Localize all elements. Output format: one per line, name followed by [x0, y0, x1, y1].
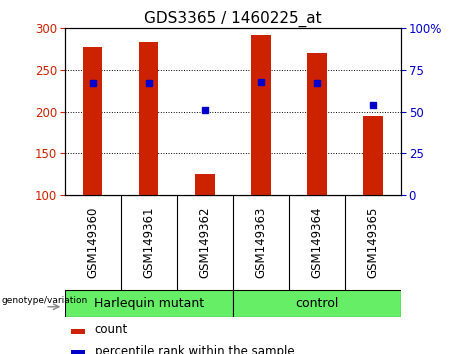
Bar — [363, 116, 383, 195]
Text: percentile rank within the sample: percentile rank within the sample — [95, 345, 295, 354]
Text: GSM149363: GSM149363 — [254, 207, 267, 278]
Text: GSM149364: GSM149364 — [310, 207, 324, 278]
Title: GDS3365 / 1460225_at: GDS3365 / 1460225_at — [144, 11, 322, 27]
Bar — [251, 35, 271, 195]
Text: GSM149361: GSM149361 — [142, 207, 155, 278]
Text: count: count — [95, 323, 128, 336]
Text: GSM149360: GSM149360 — [86, 207, 99, 278]
Bar — [83, 47, 102, 195]
Text: Harlequin mutant: Harlequin mutant — [94, 297, 204, 310]
Text: GSM149362: GSM149362 — [198, 207, 211, 278]
Bar — [71, 350, 85, 354]
Text: GSM149365: GSM149365 — [366, 207, 379, 278]
Bar — [139, 42, 159, 195]
Bar — [233, 290, 401, 317]
Bar — [71, 329, 85, 334]
Bar — [65, 290, 233, 317]
Bar — [307, 53, 327, 195]
Bar — [195, 174, 214, 195]
Text: control: control — [295, 297, 339, 310]
Text: genotype/variation: genotype/variation — [1, 296, 88, 305]
